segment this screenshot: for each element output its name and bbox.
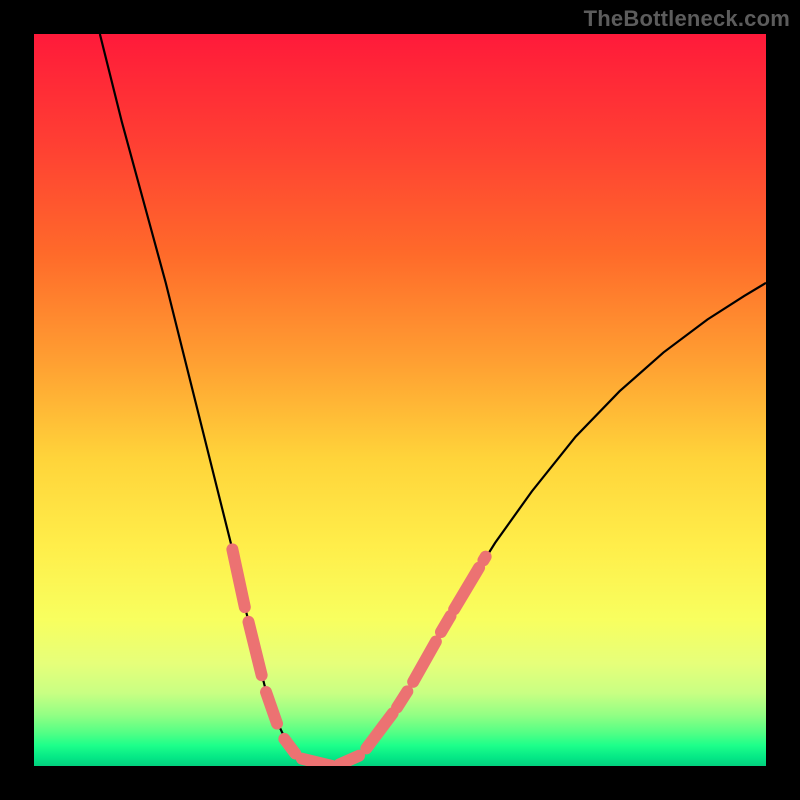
watermark-text: TheBottleneck.com bbox=[584, 6, 790, 32]
marker-segment bbox=[339, 756, 359, 765]
chart-frame: TheBottleneck.com bbox=[0, 0, 800, 800]
marker-segment bbox=[302, 759, 332, 766]
chart-gradient-background bbox=[34, 34, 766, 766]
bottleneck-chart bbox=[0, 0, 800, 800]
marker-segment bbox=[483, 557, 485, 561]
marker-segment bbox=[441, 616, 451, 632]
